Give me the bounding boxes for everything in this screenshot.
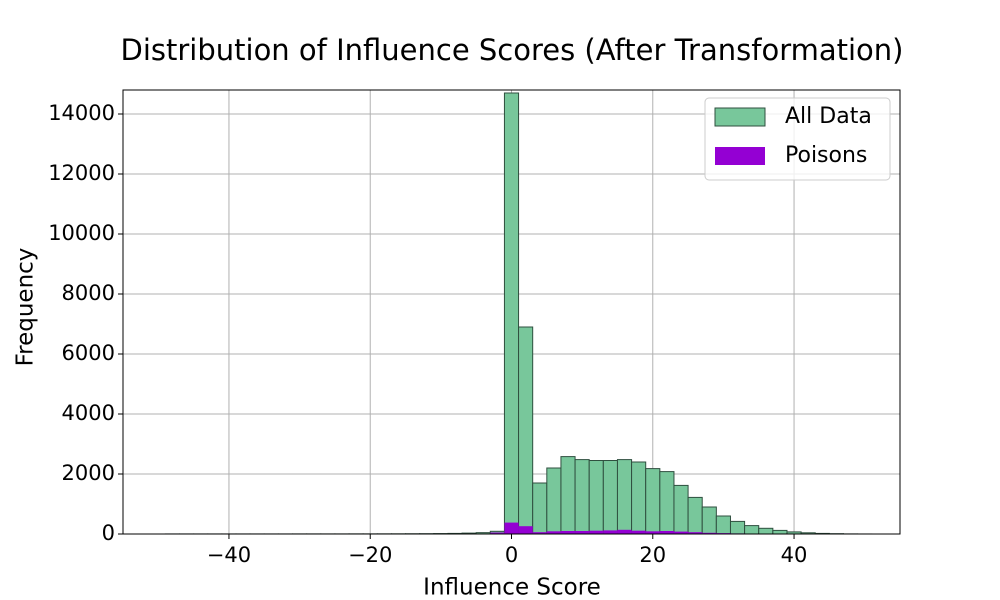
bar xyxy=(617,529,632,534)
x-tick-label: 0 xyxy=(505,543,518,567)
y-tick-label: 0 xyxy=(102,521,115,545)
x-tick-label: −40 xyxy=(207,543,251,567)
bar xyxy=(729,520,746,535)
bar xyxy=(631,461,647,535)
bar xyxy=(659,531,674,534)
bar xyxy=(503,92,520,535)
bar xyxy=(575,531,590,534)
bar xyxy=(603,530,618,534)
y-tick-label: 4000 xyxy=(62,401,115,425)
bar xyxy=(744,525,760,535)
y-tick-label: 14000 xyxy=(48,101,115,125)
bar xyxy=(588,460,604,535)
x-tick-label: 40 xyxy=(781,543,808,567)
legend-label: Poisons xyxy=(785,143,867,168)
bar xyxy=(687,496,703,535)
bar xyxy=(659,471,675,535)
legend-swatch xyxy=(715,147,765,165)
legend: All Data Poisons xyxy=(704,97,891,181)
bar xyxy=(546,531,561,534)
bar xyxy=(688,532,703,534)
bar xyxy=(715,515,731,535)
x-tick-label: −20 xyxy=(348,543,392,567)
bar xyxy=(532,532,547,534)
legend-label: All Data xyxy=(785,104,872,129)
bar xyxy=(532,482,548,535)
bar xyxy=(560,456,576,535)
x-tick-label: 20 xyxy=(639,543,666,567)
bar xyxy=(560,531,576,534)
plot-frame xyxy=(122,89,901,535)
bar xyxy=(701,506,717,535)
bar xyxy=(616,459,633,535)
y-tick-label: 2000 xyxy=(62,461,115,485)
series xyxy=(164,92,873,535)
bar xyxy=(490,532,505,534)
bar xyxy=(518,526,533,534)
y-tick-label: 12000 xyxy=(48,161,115,185)
bar xyxy=(504,522,519,534)
bar xyxy=(673,531,689,534)
chart-title: Distribution of Influence Scores (After … xyxy=(121,33,904,67)
bar xyxy=(574,459,590,535)
bar xyxy=(589,530,604,534)
x-axis-label: Influence Score xyxy=(423,575,601,600)
bar xyxy=(602,460,618,535)
bar xyxy=(645,531,660,534)
y-tick-label: 10000 xyxy=(48,221,115,245)
legend-swatch xyxy=(714,107,766,127)
bar xyxy=(546,467,562,535)
bar xyxy=(772,529,788,535)
y-axis-label: Frequency xyxy=(13,248,39,367)
bar xyxy=(645,468,661,535)
y-tick-label: 8000 xyxy=(62,281,115,305)
bar xyxy=(673,484,689,535)
bar xyxy=(631,530,646,534)
bar xyxy=(702,532,717,534)
bar xyxy=(758,527,774,535)
bar xyxy=(518,326,534,535)
y-tick-label: 6000 xyxy=(62,341,115,365)
